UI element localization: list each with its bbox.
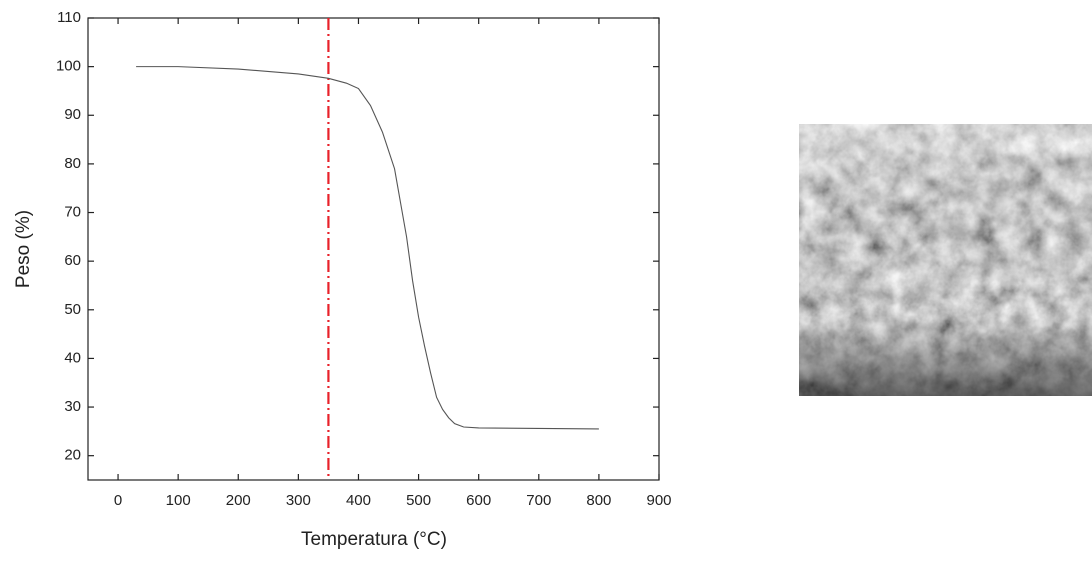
y-tick-label: 30 [64,398,81,415]
y-tick-label: 90 [64,106,81,123]
y-tick-label: 100 [56,58,81,75]
x-tick-label: 200 [226,492,251,509]
sem-shading [799,124,1092,396]
y-tick-label: 20 [64,447,81,464]
x-tick-label: 400 [346,492,371,509]
x-axis-label: Temperatura (°C) [301,529,447,550]
y-tick-label: 70 [64,203,81,220]
y-tick-label: 110 [57,9,81,26]
x-tick-label: 700 [526,492,551,509]
data-line [136,66,599,430]
y-tick-label: 40 [64,349,81,366]
x-tick-label: 900 [646,492,671,509]
x-tick-label: 800 [586,492,611,509]
y-tick-label: 80 [64,155,81,172]
x-tick-label: 300 [286,492,311,509]
plot-frame [87,17,660,481]
y-axis-label: Peso (%) [13,210,34,288]
x-tick-label: 100 [166,492,191,509]
y-tick-label: 50 [64,301,81,318]
x-tick-label: 0 [114,492,122,509]
sem-image [799,124,1092,396]
x-tick-label: 600 [466,492,491,509]
y-tick-label: 60 [64,252,81,269]
x-tick-label: 500 [406,492,431,509]
